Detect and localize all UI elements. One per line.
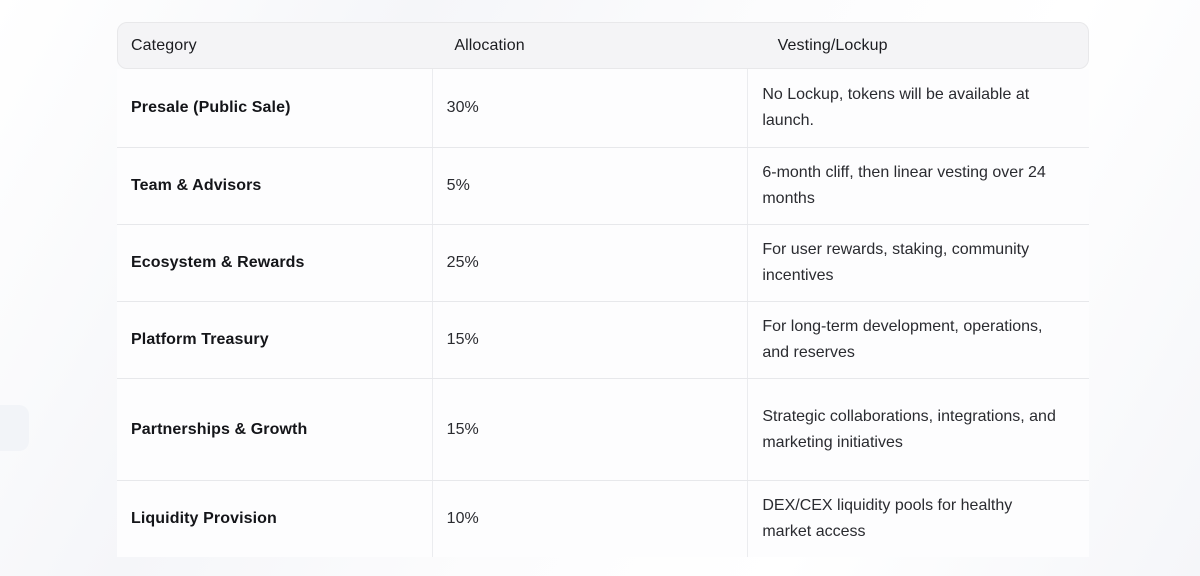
category-cell: Platform Treasury: [131, 331, 269, 348]
table-row: Liquidity Provision 10% DEX/CEX liquidit…: [117, 481, 1089, 557]
category-cell: Partnerships & Growth: [131, 420, 308, 438]
allocation-cell: 5%: [431, 148, 748, 224]
vesting-cell: DEX/CEX liquidity pools for healthy mark…: [747, 481, 1089, 557]
vesting-cell: For user rewards, staking, community inc…: [747, 225, 1089, 301]
allocation-cell: 15%: [431, 379, 748, 480]
vesting-cell: No Lockup, tokens will be available at l…: [747, 69, 1089, 147]
table-row: Team & Advisors 5% 6-month cliff, then l…: [117, 148, 1089, 225]
table-header-row: Category Allocation Vesting/Lockup: [117, 22, 1089, 69]
vesting-cell: Strategic collaborations, integrations, …: [747, 379, 1089, 480]
edge-tab: [0, 405, 29, 451]
category-cell: Ecosystem & Rewards: [131, 254, 305, 271]
table-row: Presale (Public Sale) 30% No Lockup, tok…: [117, 69, 1089, 148]
table-row: Ecosystem & Rewards 25% For user rewards…: [117, 225, 1089, 302]
table-row: Partnerships & Growth 15% Strategic coll…: [117, 379, 1089, 481]
vesting-cell: 6-month cliff, then linear vesting over …: [747, 148, 1089, 224]
category-cell: Team & Advisors: [131, 177, 262, 194]
allocation-table: Category Allocation Vesting/Lockup Presa…: [117, 22, 1089, 557]
allocation-cell: 25%: [431, 225, 748, 301]
allocation-cell: 30%: [431, 69, 748, 147]
column-header-allocation: Allocation: [454, 36, 525, 54]
vesting-cell: For long-term development, operations, a…: [747, 302, 1089, 378]
allocation-cell: 10%: [431, 481, 748, 557]
table-row: Platform Treasury 15% For long-term deve…: [117, 302, 1089, 379]
column-header-vesting: Vesting/Lockup: [777, 36, 888, 54]
category-cell: Presale (Public Sale): [131, 99, 291, 116]
category-cell: Liquidity Provision: [131, 510, 277, 527]
table-body: Presale (Public Sale) 30% No Lockup, tok…: [117, 69, 1089, 557]
column-header-category: Category: [131, 36, 197, 54]
allocation-cell: 15%: [431, 302, 748, 378]
